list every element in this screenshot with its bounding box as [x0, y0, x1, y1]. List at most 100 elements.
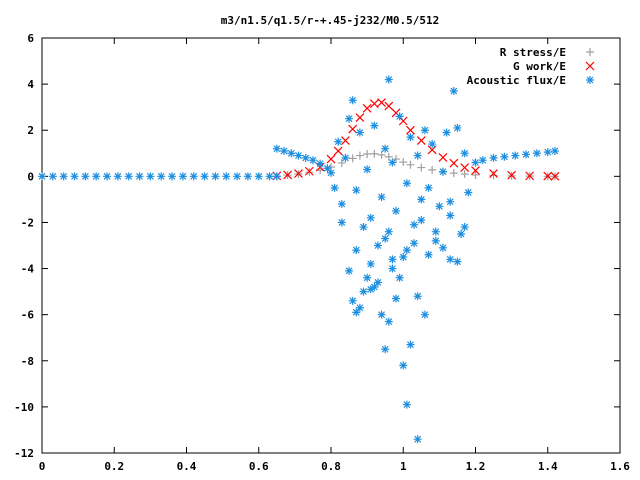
data-point	[453, 123, 462, 132]
data-point	[395, 273, 404, 282]
data-point	[500, 152, 509, 161]
data-point	[406, 125, 415, 135]
data-point	[135, 172, 144, 181]
data-point	[308, 156, 317, 165]
data-point	[337, 200, 346, 208]
data-point	[70, 172, 79, 181]
data-point	[464, 188, 473, 197]
x-tick-label: 1.4	[538, 460, 558, 473]
data-point	[395, 112, 404, 121]
data-point	[449, 87, 458, 96]
y-axis: 6 4 2 0 -2 -4 -6 -8 -10 -12	[14, 32, 620, 460]
data-point	[341, 136, 350, 146]
y-tick-label: 6	[27, 32, 34, 45]
data-point	[384, 101, 394, 111]
data-point	[323, 164, 332, 173]
data-point	[424, 250, 433, 259]
data-point	[522, 150, 531, 159]
data-point	[211, 172, 220, 181]
data-point	[471, 166, 480, 175]
plot-frame	[41, 37, 621, 454]
data-point	[431, 236, 440, 245]
data-point	[377, 98, 386, 107]
data-point	[449, 158, 459, 168]
data-point	[416, 136, 426, 146]
data-point	[399, 253, 408, 262]
data-point	[377, 150, 386, 159]
data-point	[413, 435, 422, 444]
data-point	[352, 308, 361, 317]
data-point	[146, 172, 155, 181]
data-point	[333, 146, 343, 156]
data-point	[366, 285, 375, 294]
data-point	[345, 266, 354, 275]
data-point	[420, 126, 429, 135]
data-point	[280, 146, 289, 155]
data-point	[388, 255, 397, 264]
data-point	[316, 159, 325, 168]
data-point	[366, 259, 375, 268]
data-point	[59, 172, 68, 181]
data-point	[327, 168, 335, 177]
data-point	[402, 246, 411, 255]
data-point	[370, 149, 379, 158]
data-point	[377, 310, 386, 319]
data-point	[272, 144, 281, 153]
data-point	[489, 153, 498, 162]
data-point	[366, 213, 375, 222]
data-point	[442, 128, 451, 137]
y-tick-label: -6	[21, 309, 35, 322]
data-point	[543, 148, 552, 157]
data-point	[413, 292, 422, 301]
data-point	[355, 151, 364, 160]
data-point	[471, 158, 480, 167]
data-point	[377, 193, 386, 202]
data-point	[532, 149, 541, 158]
data-point	[406, 133, 415, 142]
data-point	[341, 153, 350, 162]
data-point	[392, 155, 401, 164]
data-point	[370, 121, 379, 130]
data-point	[359, 287, 368, 296]
x-tick-label: 0.6	[249, 460, 269, 473]
data-point	[301, 153, 310, 162]
data-point	[373, 278, 382, 287]
data-point	[410, 239, 419, 248]
data-point	[363, 273, 372, 282]
data-point	[402, 400, 411, 409]
x-tick-label: 1.2	[466, 460, 486, 473]
data-point	[424, 183, 433, 192]
data-point	[543, 171, 553, 181]
data-point	[478, 156, 487, 165]
data-point	[48, 172, 57, 181]
data-point	[369, 99, 379, 109]
data-point	[348, 296, 357, 305]
data-point	[348, 124, 358, 134]
y-tick-label: -2	[21, 216, 34, 229]
data-point	[352, 186, 361, 195]
data-point	[446, 255, 455, 264]
data-point	[359, 223, 368, 232]
series-2	[38, 75, 559, 444]
data-point	[92, 172, 101, 181]
data-point	[113, 172, 122, 181]
data-point	[446, 211, 455, 220]
data-point	[460, 163, 470, 172]
data-point	[381, 144, 390, 153]
data-point	[348, 154, 357, 163]
data-point	[398, 116, 408, 126]
data-point	[103, 172, 112, 181]
y-tick-label: 2	[27, 124, 34, 137]
data-point	[460, 149, 469, 158]
legend-label: G work/E	[513, 60, 566, 73]
x-tick-label: 0	[39, 460, 46, 473]
y-tick-label: 0	[27, 170, 34, 183]
data-point	[417, 216, 426, 225]
data-point	[254, 172, 263, 181]
legend-label: Acoustic flux/E	[467, 74, 566, 87]
data-point	[388, 264, 397, 273]
data-point	[489, 169, 498, 178]
data-point	[428, 165, 437, 174]
chart-title: m3/n1.5/q1.5/r-+.45-j232/M0.5/512	[221, 14, 440, 27]
